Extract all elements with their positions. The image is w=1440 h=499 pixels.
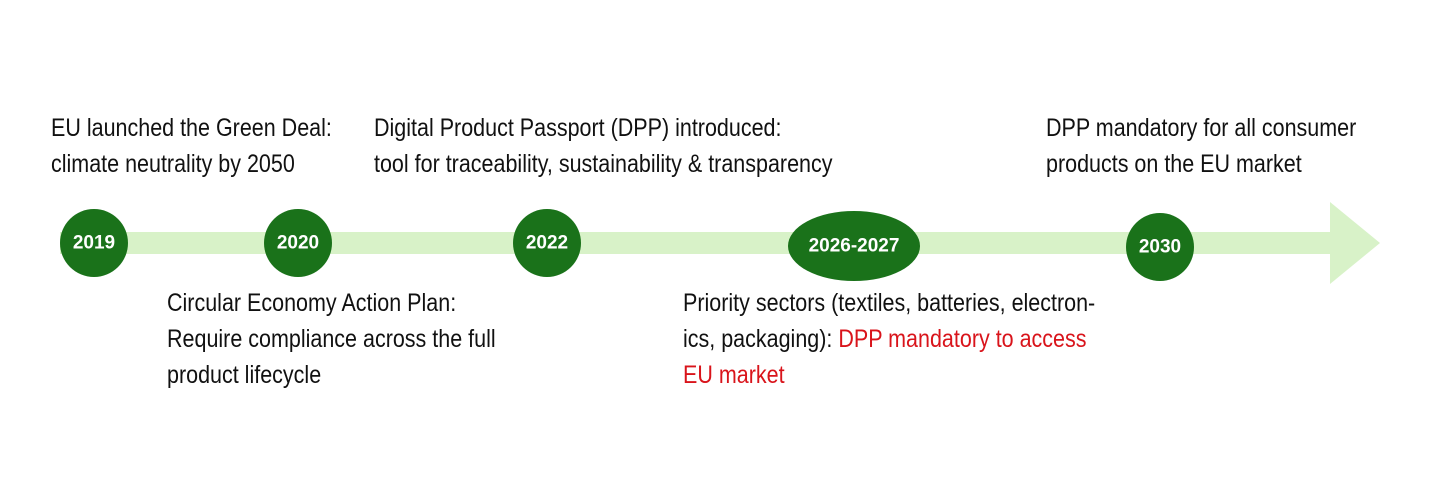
milestone-2026-2027-ellipse — [788, 211, 920, 281]
caption-highlight-line: EU market — [683, 361, 785, 389]
caption-line: products on the EU market — [1046, 150, 1302, 178]
timeline-arrow-shaft — [60, 232, 1335, 254]
caption-line: DPP mandatory for all consumer — [1046, 114, 1357, 142]
milestone-2030-circle — [1126, 213, 1194, 281]
milestone-2026-2027-caption: Priority sectors (textiles, batteries, e… — [683, 285, 1095, 393]
caption-line: Circular Economy Action Plan: — [167, 289, 457, 317]
milestone-2022-circle — [513, 209, 581, 277]
milestone-2030-year: 2030 — [1139, 237, 1181, 258]
milestone-2020-caption: Circular Economy Action Plan: Require co… — [167, 285, 496, 393]
timeline-arrow-head — [1330, 202, 1380, 284]
milestone-2026-2027-year: 2026-2027 — [809, 236, 900, 257]
milestone-2020-year: 2020 — [277, 233, 319, 254]
caption-line: tool for traceability, sustainability & … — [374, 150, 833, 178]
milestone-2019-circle — [60, 209, 128, 277]
caption-line: climate neutrality by 2050 — [51, 150, 295, 178]
milestone-2030: 2030 — [1126, 213, 1194, 281]
timeline-arrow — [60, 202, 1380, 284]
milestone-2022-year: 2022 — [526, 233, 568, 254]
caption-plain-text: ics, packaging): — [683, 325, 839, 353]
milestone-2022: 2022 — [513, 209, 581, 277]
caption-line: product lifecycle — [167, 361, 322, 389]
milestone-2030-caption: DPP mandatory for all consumer products … — [1046, 110, 1356, 182]
milestone-2019: 2019 — [60, 209, 128, 277]
milestone-2019-caption: EU launched the Green Deal: climate neut… — [51, 110, 332, 182]
milestone-2020-circle — [264, 209, 332, 277]
caption-highlight-text: DPP mandatory to access — [838, 325, 1087, 353]
milestone-2020: 2020 — [264, 209, 332, 277]
milestone-2022-caption: Digital Product Passport (DPP) introduce… — [374, 110, 832, 182]
milestone-2019-year: 2019 — [73, 233, 115, 254]
caption-line: Require compliance across the full — [167, 325, 496, 353]
milestone-2026-2027: 2026-2027 — [788, 211, 920, 281]
caption-line: Digital Product Passport (DPP) introduce… — [374, 114, 782, 142]
caption-line: Priority sectors (textiles, batteries, e… — [683, 289, 1096, 317]
caption-line: EU launched the Green Deal: — [51, 114, 332, 142]
caption-line: ics, packaging): DPP mandatory to access — [683, 321, 1095, 357]
